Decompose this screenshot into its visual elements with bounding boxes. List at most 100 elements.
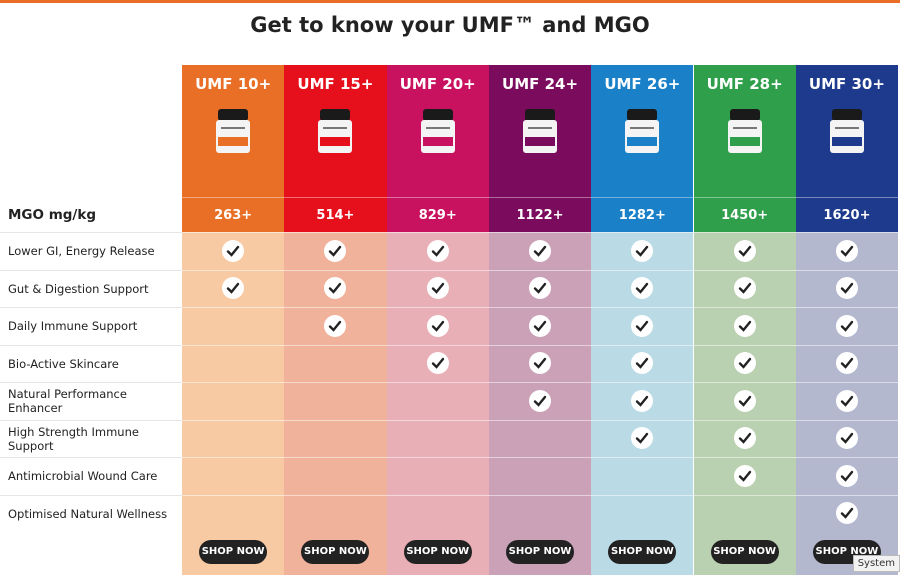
column-header: UMF 28+	[693, 65, 796, 197]
check-icon	[733, 352, 756, 375]
row-divider	[182, 344, 285, 346]
row-label: Antimicrobial Wound Care	[0, 457, 182, 495]
mgo-value: 829+	[386, 197, 489, 232]
row-divider	[284, 494, 387, 496]
check-icon	[733, 239, 756, 262]
mgo-value: 1620+	[795, 197, 899, 232]
row-divider	[591, 457, 694, 458]
check-icon	[835, 464, 858, 487]
product-jar	[829, 109, 864, 153]
row-divider	[488, 307, 592, 308]
product-jar	[420, 109, 455, 153]
check-icon	[835, 277, 858, 300]
column-header: UMF 30+	[795, 65, 899, 197]
row-label: Bio-Active Skincare	[0, 344, 182, 383]
check-icon	[733, 277, 756, 300]
check-icon	[631, 389, 654, 412]
row-divider	[386, 232, 489, 233]
row-divider	[386, 382, 489, 383]
row-divider	[693, 382, 796, 383]
column-header: UMF 24+	[488, 65, 592, 197]
row-divider	[386, 419, 489, 421]
check-icon	[529, 277, 552, 300]
check-icon	[426, 352, 449, 375]
row-divider	[182, 232, 285, 233]
check-icon	[835, 389, 858, 412]
check-icon	[733, 314, 756, 337]
check-icon	[324, 239, 347, 262]
product-jar	[523, 109, 558, 153]
row-divider	[488, 232, 592, 233]
row-divider	[795, 269, 899, 271]
row-divider	[591, 494, 694, 496]
column-name: UMF 26+	[604, 75, 681, 93]
mgo-label: MGO mg/kg	[0, 197, 182, 232]
shop-now-button[interactable]: SHOP NOW	[608, 540, 677, 564]
row-divider	[795, 382, 899, 383]
product-jar	[727, 109, 762, 153]
row-divider	[284, 232, 387, 233]
shop-now-button[interactable]: SHOP NOW	[199, 540, 268, 564]
check-icon	[835, 427, 858, 450]
column-name: UMF 24+	[502, 75, 579, 93]
row-divider	[284, 419, 387, 421]
column-name: UMF 30+	[808, 75, 885, 93]
check-icon	[426, 314, 449, 337]
row-divider	[591, 232, 694, 233]
shop-now-button[interactable]: SHOP NOW	[506, 540, 575, 564]
check-icon	[426, 239, 449, 262]
column-name: UMF 28+	[706, 75, 783, 93]
row-divider	[182, 419, 285, 421]
row-label: Gut & Digestion Support	[0, 269, 182, 308]
row-divider	[795, 232, 899, 233]
row-divider	[693, 307, 796, 308]
mgo-value: 1282+	[591, 197, 694, 232]
row-divider	[693, 457, 796, 458]
product-jar	[216, 109, 251, 153]
row-divider	[795, 419, 899, 421]
row-divider	[795, 344, 899, 346]
column-header: UMF 15+	[284, 65, 387, 197]
check-icon	[733, 427, 756, 450]
row-divider	[591, 307, 694, 308]
mgo-value: 1122+	[488, 197, 592, 232]
shop-now-button[interactable]: SHOP NOW	[403, 540, 472, 564]
row-label: Lower GI, Energy Release	[0, 232, 182, 270]
check-icon	[835, 352, 858, 375]
row-divider	[591, 269, 694, 271]
row-divider	[488, 419, 592, 421]
row-divider	[591, 344, 694, 346]
check-icon	[631, 277, 654, 300]
row-divider	[488, 344, 592, 346]
check-icon	[324, 314, 347, 337]
title: Get to know your UMF™ and MGO	[250, 13, 650, 37]
column-header: UMF 26+	[591, 65, 694, 197]
row-divider	[795, 307, 899, 308]
shop-now-button[interactable]: SHOP NOW	[710, 540, 779, 564]
row-divider	[591, 419, 694, 421]
row-divider	[488, 382, 592, 383]
product-jar	[625, 109, 660, 153]
top-bar	[0, 0, 900, 3]
row-divider	[693, 419, 796, 421]
check-icon	[835, 314, 858, 337]
check-icon	[529, 239, 552, 262]
check-icon	[631, 352, 654, 375]
row-divider	[386, 269, 489, 271]
row-label: High Strength Immune Support	[0, 419, 182, 458]
row-divider	[284, 269, 387, 271]
row-divider	[182, 457, 285, 458]
mgo-value: 514+	[284, 197, 387, 232]
row-divider	[488, 494, 592, 496]
check-icon	[835, 239, 858, 262]
row-divider	[284, 344, 387, 346]
shop-now-button[interactable]: SHOP NOW	[301, 540, 370, 564]
check-icon	[733, 464, 756, 487]
check-icon	[631, 427, 654, 450]
row-divider	[693, 232, 796, 233]
row-label: Natural Performance Enhancer	[0, 382, 182, 420]
row-divider	[591, 382, 694, 383]
check-icon	[733, 389, 756, 412]
check-icon	[222, 277, 245, 300]
